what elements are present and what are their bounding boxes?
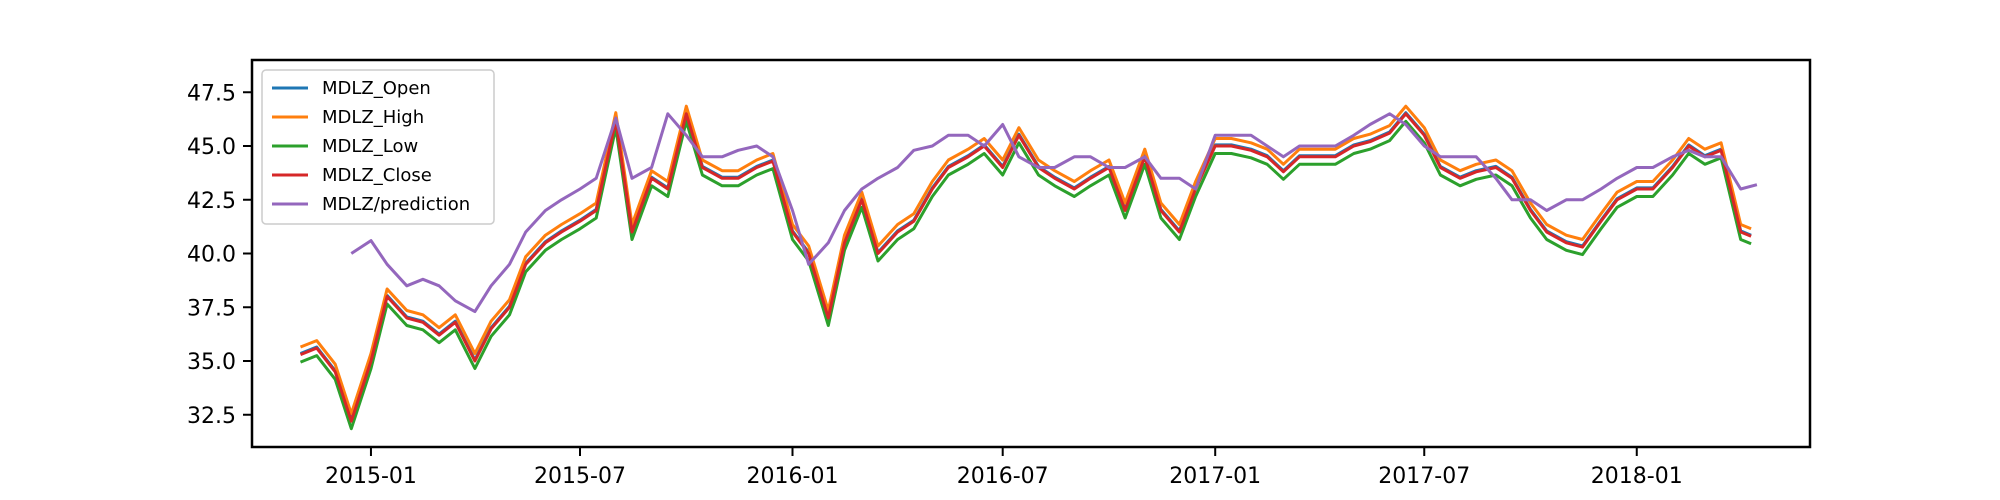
y-tick-label: 35.0 <box>187 350 236 375</box>
x-tick-label: 2015-01 <box>325 464 417 489</box>
legend-label-mdlz-high: MDLZ_High <box>322 107 424 128</box>
y-tick-label: 45.0 <box>187 135 236 160</box>
y-tick-label: 47.5 <box>187 81 236 106</box>
legend-label-mdlz-prediction: MDLZ/prediction <box>322 194 470 215</box>
legend: MDLZ_Open MDLZ_High MDLZ_Low MDLZ_Close MDLZ… <box>261 69 495 225</box>
x-tick-label: 2016-01 <box>747 464 839 489</box>
x-tick-label: 2016-07 <box>957 464 1049 489</box>
series-layer <box>299 104 1758 431</box>
legend-label-mdlz-close: MDLZ_Close <box>322 165 432 186</box>
y-tick-label: 37.5 <box>187 296 236 321</box>
legend-label-mdlz-low: MDLZ_Low <box>322 136 418 157</box>
x-tick-label: 2017-07 <box>1378 464 1470 489</box>
x-tick-label: 2017-01 <box>1169 464 1261 489</box>
legend-label-mdlz-open: MDLZ_Open <box>322 78 431 99</box>
series-line-mdlz-close <box>299 112 1752 423</box>
y-tick-label: 32.5 <box>187 404 236 429</box>
y-axis: 32.5 35.0 37.5 40.0 42.5 45.0 47.5 <box>187 81 252 429</box>
series-line-mdlz-high <box>299 104 1752 416</box>
series-line-mdlz-prediction <box>350 112 1758 314</box>
series-line-mdlz-open <box>299 111 1752 422</box>
x-axis: 2015-01 2015-07 2016-01 2016-07 2017-01 2017-… <box>325 447 1683 489</box>
y-tick-label: 42.5 <box>187 189 236 214</box>
x-tick-label: 2015-07 <box>534 464 626 489</box>
y-tick-label: 40.0 <box>187 243 236 268</box>
legend-box <box>261 69 495 225</box>
series-line-mdlz-low <box>299 119 1752 431</box>
x-tick-label: 2018-01 <box>1591 464 1683 489</box>
